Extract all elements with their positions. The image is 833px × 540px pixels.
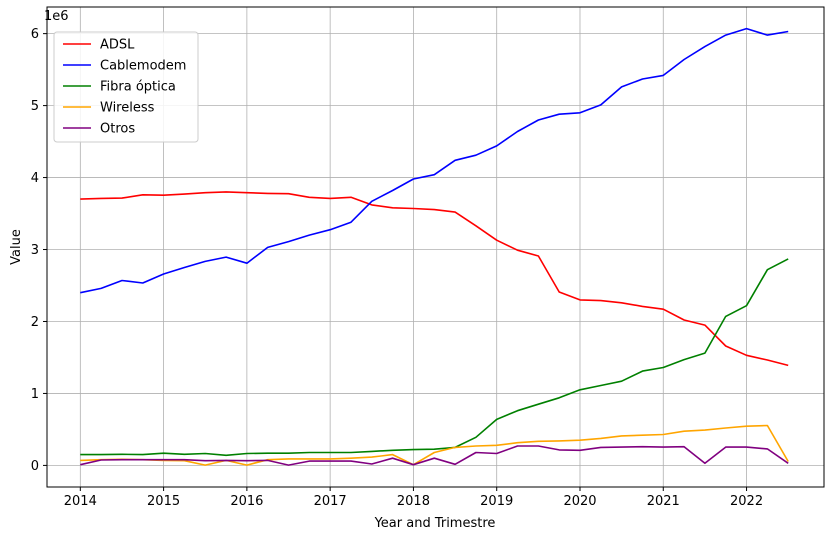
y-tick-label: 4 (31, 171, 39, 186)
legend-label: Wireless (100, 101, 155, 116)
legend-label: Cablemodem (100, 59, 186, 74)
x-tick-label: 2019 (480, 494, 513, 509)
plot-area-frame (46, 6, 825, 488)
series-line-0 (80, 191, 789, 367)
y-axis-ticks: 0 1 2 3 4 5 6 (31, 27, 47, 474)
x-tick-label: 2020 (563, 494, 596, 509)
y-tick-label: 3 (31, 243, 39, 258)
x-tick-label: 2021 (647, 494, 680, 509)
x-tick-label: 2017 (314, 494, 347, 509)
x-axis-label: Year and Trimestre (374, 516, 496, 531)
legend-box (53, 31, 199, 143)
legend-label: Otros (100, 122, 135, 137)
x-tick-label: 2022 (730, 494, 763, 509)
y-tick-label: 5 (31, 99, 39, 114)
x-tick-label: 2016 (230, 494, 263, 509)
series-line-1 (80, 27, 789, 294)
y-tick-label: 6 (31, 27, 39, 42)
series-line-4 (80, 445, 789, 466)
x-tick-label: 2014 (64, 494, 97, 509)
y-offset-label: 1e6 (44, 9, 69, 24)
y-tick-label: 0 (31, 459, 39, 474)
grid-lines (47, 7, 824, 487)
y-tick-label: 2 (31, 315, 39, 330)
series-line-2 (80, 258, 789, 457)
x-axis-ticks: 2014 2015 2016 2017 2018 2019 2020 2021 2022 (64, 487, 763, 509)
series-lines (80, 27, 789, 466)
x-tick-label: 2018 (397, 494, 430, 509)
legend-label: Fibra óptica (100, 80, 176, 95)
x-tick-label: 2015 (147, 494, 180, 509)
legend-label: ADSL (100, 38, 135, 53)
series-line-3 (80, 424, 789, 466)
y-tick-label: 1 (31, 387, 39, 402)
y-axis-label: Value (9, 229, 24, 265)
legend: ADSL Cablemodem Fibra óptica Wireless Otros (53, 31, 199, 143)
